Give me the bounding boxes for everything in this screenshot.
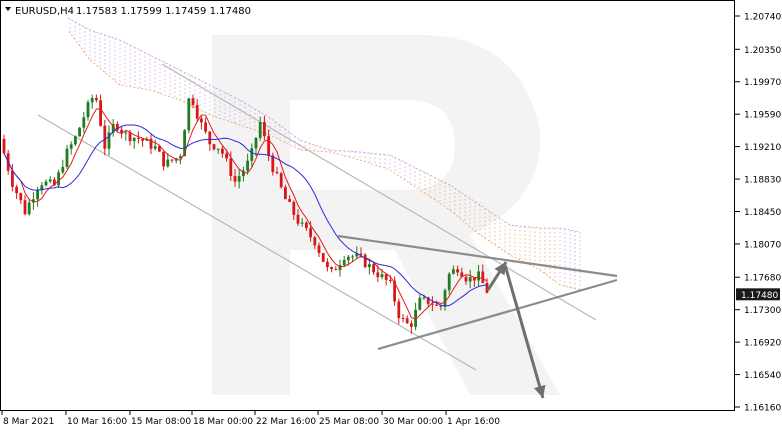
y-tick-label: 1.20740 [744, 13, 781, 23]
y-tick-label: 1.16920 [744, 339, 781, 349]
y-tick-label: 1.18450 [744, 208, 781, 218]
y-tick-label: 1.16540 [744, 371, 781, 381]
x-tick-label: 10 Mar 16:00 [67, 417, 127, 427]
x-tick-label: 25 Mar 08:00 [319, 417, 379, 427]
plot-frame [0, 0, 735, 411]
y-tick-label: 1.18830 [744, 176, 781, 186]
ohlc-values: 1.17583 1.17599 1.17459 1.17480 [76, 6, 251, 17]
y-tick-label: 1.17680 [744, 274, 781, 284]
indicator-lines [3, 108, 488, 320]
candlesticks [2, 94, 489, 334]
y-tick-label: 1.19210 [744, 143, 781, 153]
x-tick-label: 8 Mar 2021 [3, 417, 54, 427]
forecast-arrows [486, 261, 546, 399]
forecast-down-arrow[interactable] [503, 264, 545, 399]
forecast-down-arrow-head-icon [533, 384, 546, 398]
trend-channel [37, 63, 597, 371]
forecast-up-arrow-head-icon [494, 262, 506, 276]
channel-lower-line[interactable] [37, 114, 477, 371]
y-tick-label: 1.17300 [744, 306, 781, 316]
y-tick-label: 1.20350 [744, 46, 781, 56]
x-tick-label: 22 Mar 16:00 [256, 417, 316, 427]
tenkan-line [3, 108, 488, 320]
y-tick-label: 1.16160 [744, 404, 781, 414]
kijun-line [3, 124, 488, 307]
dropdown-triangle-icon[interactable] [5, 7, 11, 11]
triangle-pattern [337, 234, 618, 351]
watermark-logo [212, 35, 560, 395]
triangle-lower-line[interactable] [377, 278, 618, 351]
current-price-label: 1.17480 [741, 291, 778, 301]
x-tick-label: 18 Mar 00:00 [193, 417, 253, 427]
channel-upper-line[interactable] [161, 63, 597, 321]
price-axis[interactable]: 1.20740 1.20350 1.19970 1.19590 1.19210 1.188… [735, 13, 781, 414]
y-tick-label: 1.18070 [744, 240, 781, 250]
x-tick-label: 1 Apr 16:00 [447, 417, 500, 427]
x-tick-label: 15 Mar 08:00 [131, 417, 191, 427]
time-axis[interactable]: 8 Mar 2021 10 Mar 16:00 15 Mar 08:00 18 Mar… [1, 410, 500, 427]
symbol-label: EURUSD,H4 [15, 6, 74, 17]
y-tick-label: 1.19970 [744, 78, 781, 88]
x-tick-label: 30 Mar 00:00 [383, 417, 443, 427]
chart-header: EURUSD,H4 1.17583 1.17599 1.17459 1.1748… [5, 6, 251, 17]
y-tick-label: 1.19590 [744, 111, 781, 121]
triangle-upper-line[interactable] [337, 234, 618, 278]
current-price-tag [736, 288, 780, 301]
